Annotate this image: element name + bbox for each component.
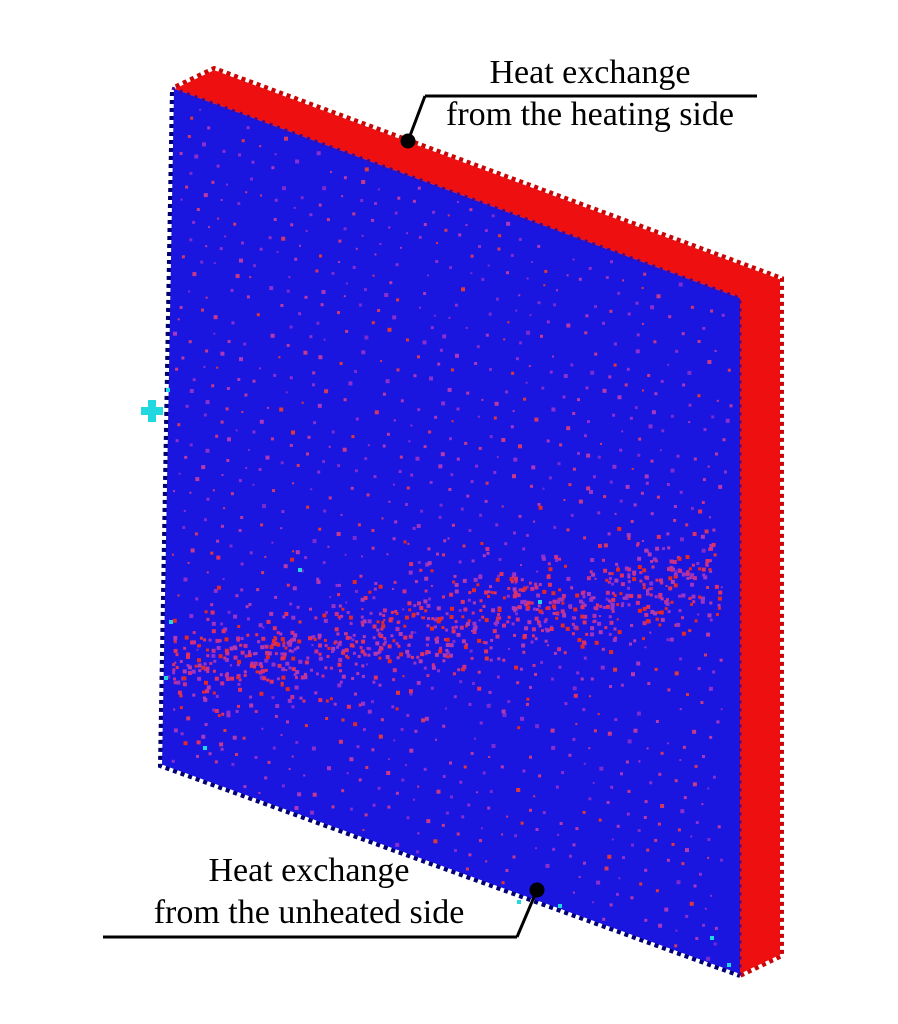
callout-unheated: Heat exchange from the unheated side: [98, 850, 520, 934]
cyan-specks: [164, 388, 731, 967]
callout-heating: Heat exchange from the heating side: [420, 52, 760, 136]
heated-edge-dither: [171, 65, 784, 978]
leader-lines: [103, 94, 757, 939]
blue-red-boundary-dither: [171, 86, 742, 976]
callout-heating-line1: Heat exchange: [489, 54, 691, 91]
noise-band-layer: [172, 453, 723, 756]
callout-dot-unheated: [529, 882, 545, 898]
callout-heating-line2: from the heating side: [446, 96, 734, 133]
probe-marker: [141, 400, 163, 422]
callout-dot-heating: [400, 133, 416, 149]
callout-unheated-line1: Heat exchange: [208, 852, 410, 889]
front-face-edge-dither: [157, 87, 741, 978]
callout-unheated-line2: from the unheated side: [153, 894, 465, 931]
plate-front-face: [160, 88, 740, 976]
